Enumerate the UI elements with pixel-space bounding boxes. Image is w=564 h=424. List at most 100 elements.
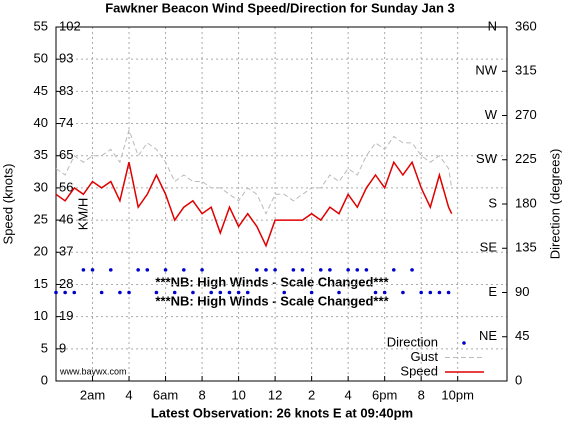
compass-label: NE — [479, 328, 497, 343]
direction-point — [154, 290, 159, 295]
direction-point — [282, 290, 287, 295]
x-tick-label: 6am — [153, 387, 178, 402]
direction-point — [145, 268, 150, 272]
x-axis-label: Latest Observation: 26 knots E at 09:40p… — [151, 405, 413, 420]
direction-point — [419, 290, 423, 295]
direction-point — [410, 268, 414, 272]
y2-axis-label: Direction (degrees) — [547, 149, 562, 260]
legend-marker — [462, 341, 466, 345]
y2-tick-label: 315 — [515, 63, 537, 78]
direction-point — [63, 290, 67, 295]
compass-label: NW — [475, 63, 497, 78]
y-tick-label: 35 — [34, 147, 48, 162]
direction-point — [227, 290, 232, 295]
x-tick-label: 8 — [418, 387, 425, 402]
direction-point — [328, 268, 332, 272]
direction-point — [364, 268, 369, 272]
x-tick-label: 10 — [231, 387, 245, 402]
legend-label: Speed — [400, 363, 438, 378]
y-axis-label: Speed (knots) — [0, 164, 15, 245]
compass-label: W — [485, 107, 498, 122]
direction-point — [163, 268, 168, 272]
direction-point — [309, 290, 314, 295]
y2-tick-label: 360 — [515, 18, 537, 33]
direction-point — [446, 290, 451, 295]
plot-frame — [55, 26, 508, 382]
kmh-tick-label: 56 — [59, 179, 73, 194]
y-tick-label: 30 — [34, 179, 48, 194]
y2-tick-label: 180 — [515, 195, 537, 210]
direction-point — [245, 290, 250, 295]
direction-point — [54, 290, 58, 295]
direction-point — [218, 290, 223, 295]
direction-point — [136, 268, 140, 272]
kmh-tick-label: 83 — [59, 83, 73, 98]
direction-point — [90, 268, 95, 272]
direction-point — [264, 268, 268, 272]
x-tick-label: 2am — [80, 387, 105, 402]
compass-label: S — [488, 195, 497, 210]
y2-tick-label: 90 — [515, 284, 529, 299]
direction-point — [355, 268, 360, 272]
direction-point — [401, 290, 405, 295]
direction-point — [300, 268, 305, 272]
x-tick-label: 12 — [268, 387, 282, 402]
direction-point — [382, 290, 387, 295]
kmh-tick-label: 37 — [59, 244, 73, 259]
series-line — [55, 160, 453, 248]
x-tick-label: 6pm — [372, 387, 397, 402]
direction-point — [291, 268, 296, 272]
direction-point — [118, 290, 122, 295]
direction-point — [236, 290, 241, 295]
kmh-tick-label: 102 — [59, 18, 81, 33]
direction-point — [428, 290, 433, 295]
direction-point — [127, 290, 131, 295]
direction-point — [99, 290, 104, 295]
direction-point — [373, 290, 378, 295]
legend-label: Direction — [387, 334, 438, 349]
compass-label: SE — [480, 240, 498, 255]
x-tick-label: 2 — [308, 387, 315, 402]
kmh-tick-label: 46 — [59, 212, 73, 227]
kmh-tick-label: 65 — [59, 147, 73, 162]
direction-point — [200, 268, 204, 272]
y-tick-label: 40 — [34, 115, 48, 130]
annotation: ***NB: High Winds - Scale Changed*** — [155, 293, 389, 308]
y2-tick-label: 225 — [515, 151, 537, 166]
y-tick-label: 0 — [41, 372, 48, 387]
kmh-tick-label: 93 — [59, 51, 73, 66]
compass-label: SW — [476, 151, 498, 166]
direction-point — [391, 268, 396, 272]
x-tick-label: 4 — [345, 387, 352, 402]
direction-point — [209, 290, 214, 295]
kmh-tick-label: 74 — [59, 115, 73, 130]
y-tick-label: 25 — [34, 212, 48, 227]
y-tick-label: 50 — [34, 51, 48, 66]
direction-point — [72, 290, 77, 295]
annotation: ***NB: High Winds - Scale Changed*** — [155, 274, 389, 289]
y-tick-label: 20 — [34, 244, 48, 259]
kmh-label: KM/H — [75, 198, 90, 231]
y-tick-label: 55 — [34, 18, 48, 33]
kmh-tick-label: 19 — [59, 308, 73, 323]
legend-label: Gust — [411, 349, 439, 364]
direction-point — [255, 268, 259, 272]
y-tick-label: 45 — [34, 83, 48, 98]
direction-point — [346, 268, 350, 272]
direction-point — [81, 268, 86, 272]
kmh-tick-label: 9 — [59, 340, 66, 355]
y-tick-label: 10 — [34, 308, 48, 323]
y-tick-label: 5 — [41, 340, 48, 355]
direction-point — [108, 268, 113, 272]
direction-point — [273, 268, 277, 272]
kmh-tick-label: 28 — [59, 276, 73, 291]
y-tick-label: 15 — [34, 276, 48, 291]
y2-tick-label: 0 — [515, 372, 522, 387]
direction-point — [318, 268, 323, 272]
direction-point — [182, 268, 186, 272]
compass-label: N — [488, 18, 497, 33]
direction-point — [191, 290, 195, 295]
x-tick-label: 4 — [125, 387, 132, 402]
compass-label: E — [488, 284, 497, 299]
